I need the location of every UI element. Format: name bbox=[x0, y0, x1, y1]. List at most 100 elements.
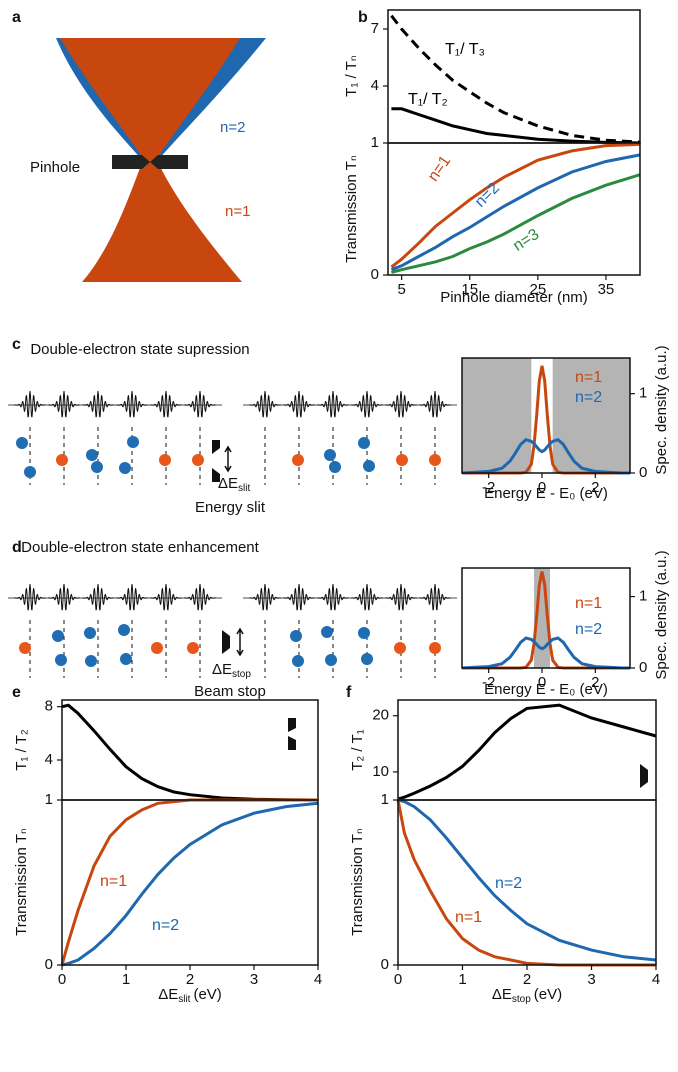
electron bbox=[321, 626, 333, 638]
delta-sub: slit bbox=[238, 483, 250, 494]
electron bbox=[325, 654, 337, 666]
plot-frame bbox=[461, 357, 631, 474]
electron bbox=[329, 461, 341, 473]
plot-frame bbox=[397, 799, 657, 966]
delta-label: ΔEslit bbox=[218, 475, 250, 494]
series-label: n=2 bbox=[472, 180, 503, 211]
caption: Energy slit bbox=[195, 499, 266, 516]
x-axis-label: Pinhole diameter (nm) bbox=[440, 289, 588, 306]
x-tick-label: -2 bbox=[482, 674, 495, 691]
chart: n=1 n=2 0 1 -2 0 2 Spec. density (a.u.) Energy E… bbox=[461, 550, 670, 698]
x-tick-label: 0 bbox=[58, 971, 66, 988]
beam-n1-lower bbox=[82, 160, 242, 282]
x-axis-label: Energy E - E₀ (eV) bbox=[484, 681, 608, 698]
electron bbox=[119, 462, 131, 474]
y-tick-label: 0 bbox=[381, 956, 389, 973]
electron bbox=[396, 454, 408, 466]
electron bbox=[324, 449, 336, 461]
x-label-unit: (eV) bbox=[534, 986, 562, 1003]
series-label: n=3 bbox=[510, 226, 542, 255]
y-tick-label: 0 bbox=[371, 266, 379, 283]
x-tick-label: 15 bbox=[461, 281, 478, 298]
wave-packet bbox=[150, 390, 182, 418]
wave-packet bbox=[82, 390, 114, 418]
x-tick-label: 0 bbox=[538, 674, 546, 691]
wave-packet bbox=[283, 390, 315, 418]
series-label: T₁/ T₂ bbox=[408, 91, 448, 108]
x-axis-label: ΔEstop (eV) bbox=[492, 986, 562, 1005]
wave-packet bbox=[351, 390, 383, 418]
electron bbox=[118, 624, 130, 636]
x-tick-label: 5 bbox=[397, 281, 405, 298]
x-label-sub: slit bbox=[178, 994, 190, 1005]
y-axis-label: Transmission Tₙ bbox=[13, 828, 30, 936]
electron bbox=[91, 461, 103, 473]
y-tick-label: 0 bbox=[639, 464, 647, 481]
panel-label: e bbox=[12, 684, 21, 701]
y-tick-label: 1 bbox=[639, 385, 647, 402]
electron bbox=[361, 653, 373, 665]
series-line bbox=[390, 14, 641, 144]
y-tick-label: 7 bbox=[371, 20, 379, 37]
y-tick-label: 8 bbox=[45, 698, 53, 715]
x-tick-label: 1 bbox=[458, 971, 466, 988]
electron bbox=[292, 454, 304, 466]
series-label: n=2 bbox=[152, 917, 179, 934]
wave-packet bbox=[150, 583, 182, 611]
panel-title: Double-electron state enhancement bbox=[21, 539, 259, 556]
slit-icon bbox=[288, 718, 296, 750]
x-tick-label: 2 bbox=[186, 971, 194, 988]
series-label: n=1 bbox=[575, 369, 602, 386]
pinhole-right bbox=[150, 155, 188, 169]
chart: 10 20 T₂ / T₁ bbox=[349, 699, 657, 801]
electron bbox=[120, 653, 132, 665]
pinhole-label: Pinhole bbox=[30, 159, 80, 176]
wave-packet bbox=[116, 583, 148, 611]
shaded-region bbox=[462, 358, 532, 473]
y-tick-label: 0 bbox=[45, 956, 53, 973]
arrow bbox=[224, 445, 232, 473]
slit-icon bbox=[212, 440, 220, 482]
wave-packet bbox=[283, 583, 315, 611]
series-line bbox=[397, 703, 657, 801]
electron bbox=[85, 655, 97, 667]
series-line bbox=[461, 636, 630, 670]
wave-packet bbox=[351, 583, 383, 611]
electron bbox=[358, 627, 370, 639]
y-tick-label: 1 bbox=[45, 791, 53, 808]
electron bbox=[159, 454, 171, 466]
plot-frame bbox=[61, 699, 319, 801]
panel-title: Double-electron state supression bbox=[30, 341, 249, 358]
n2-label: n=2 bbox=[220, 119, 245, 136]
chart: n=1 n=2 0 1 0 1 2 3 4 Transmission Tₙ ΔEslit (eV) bbox=[13, 791, 322, 1005]
series-label: T₁/ T₃ bbox=[445, 41, 485, 58]
y-axis-label: Spec. density (a.u.) bbox=[653, 550, 670, 679]
wave-packet bbox=[82, 583, 114, 611]
plot-frame bbox=[461, 567, 631, 669]
beam-n1 bbox=[60, 38, 240, 160]
electron bbox=[24, 466, 36, 478]
y-tick-label: 4 bbox=[371, 77, 379, 94]
x-axis-label: ΔEslit (eV) bbox=[158, 986, 222, 1005]
electron bbox=[84, 627, 96, 639]
y-tick-label: 1 bbox=[381, 791, 389, 808]
delta: ΔE bbox=[218, 475, 238, 492]
chart: T₁/ T₃ T₁/ T₂ 4 7 T₁ / Tₙ bbox=[343, 9, 641, 145]
x-tick-label: 0 bbox=[538, 479, 546, 496]
electron bbox=[429, 642, 441, 654]
x-tick-label: 4 bbox=[652, 971, 660, 988]
series-line bbox=[61, 801, 319, 967]
y-axis-label: Transmission Tₙ bbox=[349, 828, 366, 936]
series-label: n=1 bbox=[425, 153, 455, 185]
electron bbox=[52, 630, 64, 642]
x-tick-label: 1 bbox=[122, 971, 130, 988]
pinhole-left bbox=[112, 155, 150, 169]
wave-packet bbox=[317, 583, 349, 611]
panel-label: f bbox=[346, 684, 352, 701]
series-line bbox=[390, 153, 641, 272]
y-axis-label: Spec. density (a.u.) bbox=[653, 345, 670, 474]
electron bbox=[429, 454, 441, 466]
electron bbox=[19, 642, 31, 654]
x-tick-label: -2 bbox=[482, 479, 495, 496]
